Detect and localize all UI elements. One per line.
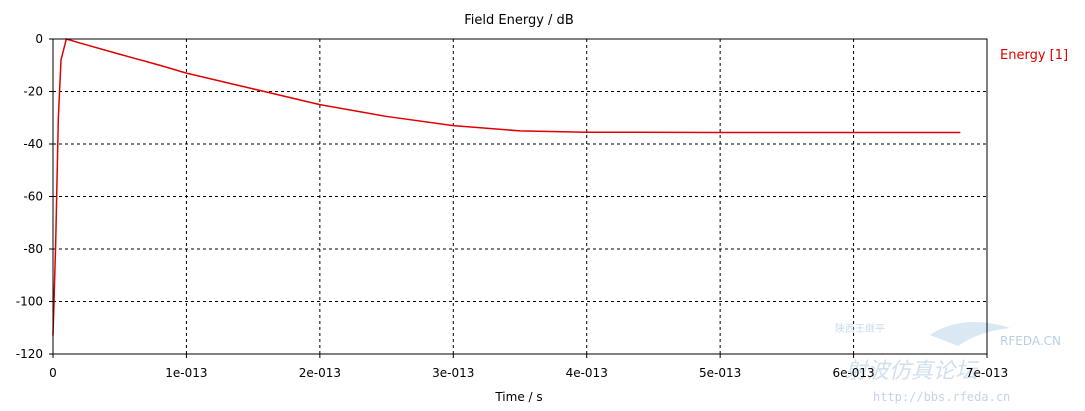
y-tick-label: -100 [16,295,43,309]
y-tick-label: -40 [23,137,43,151]
watermark-wing-icon [930,322,1010,346]
x-tick-label: 6e-013 [832,366,874,380]
x-tick-label: 3e-013 [432,366,474,380]
legend-entry-energy: Energy [1] [1000,48,1068,63]
x-tick-label: 2e-013 [299,366,341,380]
y-tick-label: -60 [23,190,43,204]
x-tick-label: 0 [49,366,57,380]
watermark: RFEDA.CN 陕西王继平 射波仿真论坛 http://bbs.rfeda.c… [835,322,1061,404]
watermark-cn-big: 射波仿真论坛 [845,359,979,384]
y-axis-ticks: 0 -20 -40 -60 -80 -100 -120 [16,32,53,361]
watermark-url: http://bbs.rfeda.cn [873,390,1010,404]
y-tick-label: 0 [35,32,43,46]
watermark-cn-small: 陕西王继平 [835,322,885,335]
series-line-energy [52,38,961,336]
x-tick-label: 1e-013 [165,366,207,380]
grid-lines [53,39,987,354]
x-tick-label: 7e-013 [966,366,1008,380]
x-axis-ticks: 0 1e-013 2e-013 3e-013 4e-013 5e-013 6e-013 7e-… [49,354,1008,380]
x-tick-label: 4e-013 [566,366,608,380]
y-tick-label: -120 [16,347,43,361]
x-axis-label: Time / s [494,390,542,404]
chart-title: Field Energy / dB [464,13,573,28]
x-tick-label: 5e-013 [699,366,741,380]
y-tick-label: -20 [23,85,43,99]
watermark-site: RFEDA.CN [1000,334,1061,348]
y-tick-label: -80 [23,242,43,256]
